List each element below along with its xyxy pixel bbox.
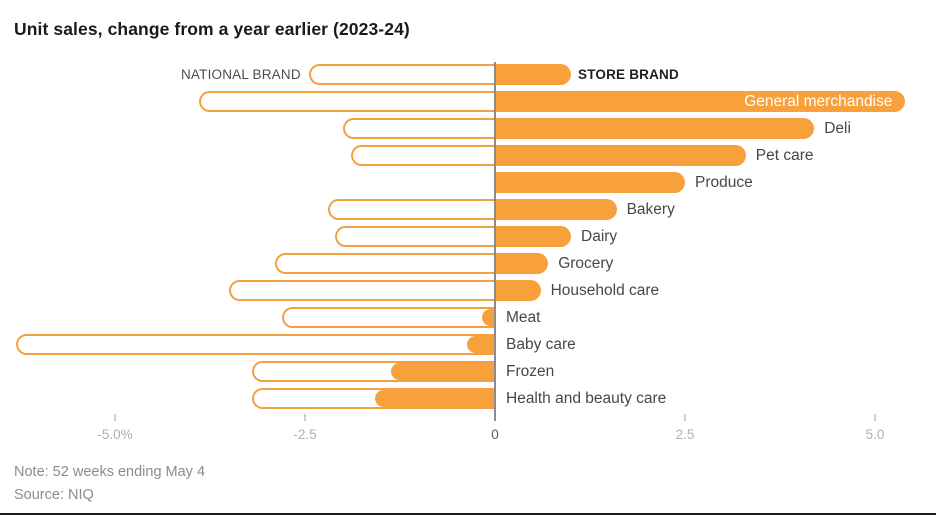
store-brand-bar <box>495 226 571 247</box>
axis-tick <box>304 414 306 421</box>
category-label: Dairy <box>581 227 618 245</box>
store-brand-bar <box>495 118 815 139</box>
category-label: Grocery <box>558 254 614 272</box>
legend-national-brand-label: NATIONAL BRAND <box>180 67 301 82</box>
category-label: Produce <box>695 173 753 191</box>
zero-axis-line <box>494 62 496 421</box>
national-brand-bar <box>350 145 495 166</box>
store-brand-bar <box>466 336 495 353</box>
store-brand-bar <box>375 390 495 407</box>
category-label: General merchandise <box>744 92 893 110</box>
national-brand-bar <box>229 280 495 301</box>
chart-note: Note: 52 weeks ending May 4 <box>14 464 206 480</box>
store-brand-bar <box>495 253 549 274</box>
category-label: Frozen <box>506 362 555 380</box>
chart-title: Unit sales, change from a year earlier (… <box>14 19 410 39</box>
national-brand-bar <box>198 91 495 112</box>
national-brand-bar <box>327 199 495 220</box>
store-brand-bar <box>495 199 617 220</box>
store-brand-bar <box>495 145 746 166</box>
national-brand-bar <box>335 226 495 247</box>
category-label: Household care <box>550 281 660 299</box>
axis-tick-label: -2.5 <box>293 427 317 442</box>
national-brand-bar <box>282 307 495 328</box>
national-brand-bar <box>274 253 495 274</box>
axis-tick-label: 0 <box>491 427 499 442</box>
axis-tick <box>684 414 686 421</box>
national-brand-bar <box>343 118 495 139</box>
category-label: Pet care <box>755 146 814 164</box>
axis-tick-label: 5.0 <box>865 427 885 442</box>
category-label: Bakery <box>626 200 675 218</box>
store-brand-bar <box>481 309 495 326</box>
legend-store-brand-label: STORE BRAND <box>578 67 679 82</box>
axis-tick <box>114 414 116 421</box>
national-brand-bar <box>308 64 495 85</box>
store-brand-bar <box>495 91 906 112</box>
category-label: Deli <box>824 119 851 137</box>
store-brand-bar <box>495 172 685 193</box>
category-label: Health and beauty care <box>506 389 667 407</box>
category-label: Baby care <box>506 335 576 353</box>
axis-tick-label: 2.5 <box>675 427 695 442</box>
axis-tick-label: -5.0% <box>97 427 133 442</box>
national-brand-bar <box>16 334 495 355</box>
store-brand-bar <box>390 363 495 380</box>
store-brand-bar <box>495 280 541 301</box>
bottom-border-rule <box>0 513 936 515</box>
chart-source: Source: NIQ <box>14 487 94 503</box>
category-label: Meat <box>506 308 541 326</box>
store-brand-bar <box>495 64 571 85</box>
axis-tick <box>874 414 876 421</box>
